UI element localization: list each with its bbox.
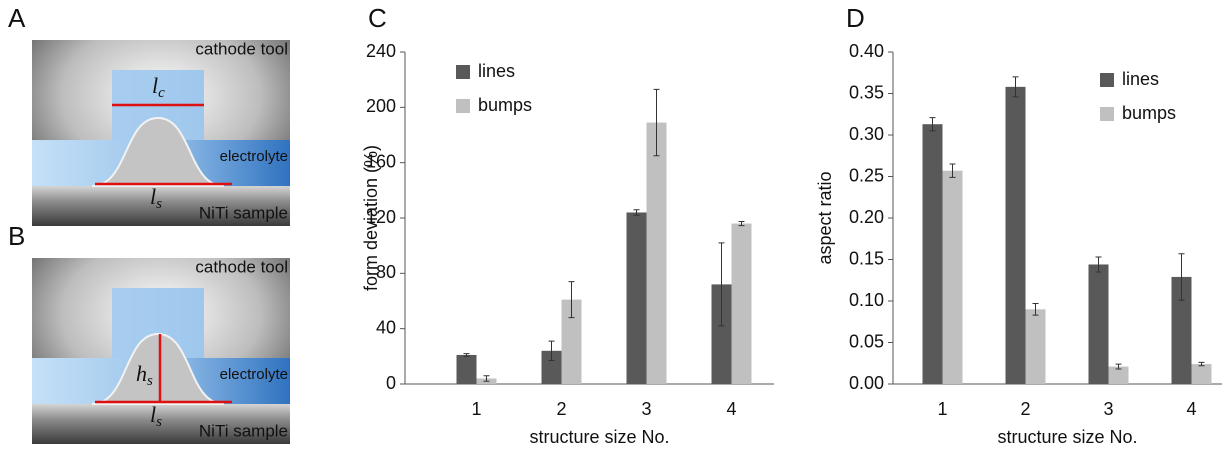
error-bar [1012,76,1019,98]
symbol: l [150,402,156,427]
bar [1171,276,1192,384]
error-bar [463,353,470,357]
error-bar [738,220,745,227]
symbol-label: hs [136,361,153,389]
panel-label: B [8,221,25,251]
legend-label: lines [478,61,515,81]
legend-label: lines [1122,69,1159,89]
x-tick-label: 4 [726,399,736,419]
bar [1005,86,1026,385]
bar [1191,364,1212,384]
y-tick-label: 40 [376,317,396,337]
x-tick-label: 3 [1103,399,1113,419]
legend-swatch [456,65,470,79]
error-bar [929,117,936,132]
bump [91,116,225,187]
x-axis-title: structure size No. [529,427,669,447]
error-bar [718,242,725,327]
y-tick-label: 0.35 [849,82,884,102]
sample [32,186,290,226]
y-tick-label: 240 [366,41,396,61]
legend-label: bumps [1122,103,1176,123]
error-bar [1095,256,1102,273]
y-tick-label: 0.25 [849,165,884,185]
subscript: s [147,373,153,389]
error-bar [548,340,555,361]
bar [1025,309,1046,384]
error-bar [653,88,660,157]
y-tick-label: 0 [386,373,396,393]
symbol-label: ls [150,402,162,430]
error-bar [633,209,640,216]
panel-label: D [846,3,865,33]
x-tick-label: 1 [937,399,947,419]
symbol-label: lc [152,73,165,101]
bar [731,223,752,384]
subscript: c [158,85,165,101]
bar [626,212,647,384]
legend-swatch [1100,73,1114,87]
symbol: h [136,361,147,386]
error-bar [1198,361,1205,367]
cathode-label: cathode tool [195,39,288,58]
electrolyte-label: electrolyte [220,148,288,165]
bar [1088,264,1109,384]
y-tick-label: 0.15 [849,248,884,268]
y-tick-label: 120 [366,207,396,227]
panel-label: C [368,3,387,33]
legend-swatch [1100,107,1114,121]
panel-label: A [8,3,26,33]
bar [922,124,943,385]
x-tick-label: 2 [556,399,566,419]
x-tick-label: 3 [641,399,651,419]
x-axis-title: structure size No. [997,427,1137,447]
y-tick-label: 80 [376,262,396,282]
x-tick-label: 2 [1020,399,1030,419]
error-bar [1178,253,1185,301]
bar [541,350,562,384]
sample-label: NiTi sample [199,203,288,222]
y-tick-label: 0.30 [849,124,884,144]
legend-swatch [456,99,470,113]
bar [561,299,582,384]
error-bar [568,281,575,319]
bump [91,332,225,405]
x-tick-label: 1 [471,399,481,419]
error-bar [1115,363,1122,370]
bar [646,122,667,385]
x-tick-label: 4 [1186,399,1196,419]
cathode-label: cathode tool [195,257,288,276]
sample [32,404,290,444]
y-tick-label: 0.20 [849,207,884,227]
bar [711,284,732,384]
error-bar [949,163,956,178]
bar [942,170,963,384]
y-tick-label: 0.10 [849,290,884,310]
symbol: l [152,73,158,98]
y-axis-title: aspect ratio [815,171,835,264]
error-bar [483,375,490,382]
y-tick-label: 0.40 [849,41,884,61]
y-axis-title: form deviation (%) [361,145,381,291]
y-tick-label: 200 [366,96,396,116]
y-tick-label: 160 [366,151,396,171]
y-tick-label: 0.00 [849,373,884,393]
error-bar [1032,302,1039,316]
bar [456,354,477,384]
symbol: l [150,184,156,209]
sample-label: NiTi sample [199,421,288,440]
y-tick-label: 0.05 [849,331,884,351]
electrolyte-label: electrolyte [220,366,288,383]
subscript: s [156,196,162,212]
symbol-label: ls [150,184,162,212]
subscript: s [156,414,162,430]
bar [1108,366,1129,384]
legend-label: bumps [478,95,532,115]
